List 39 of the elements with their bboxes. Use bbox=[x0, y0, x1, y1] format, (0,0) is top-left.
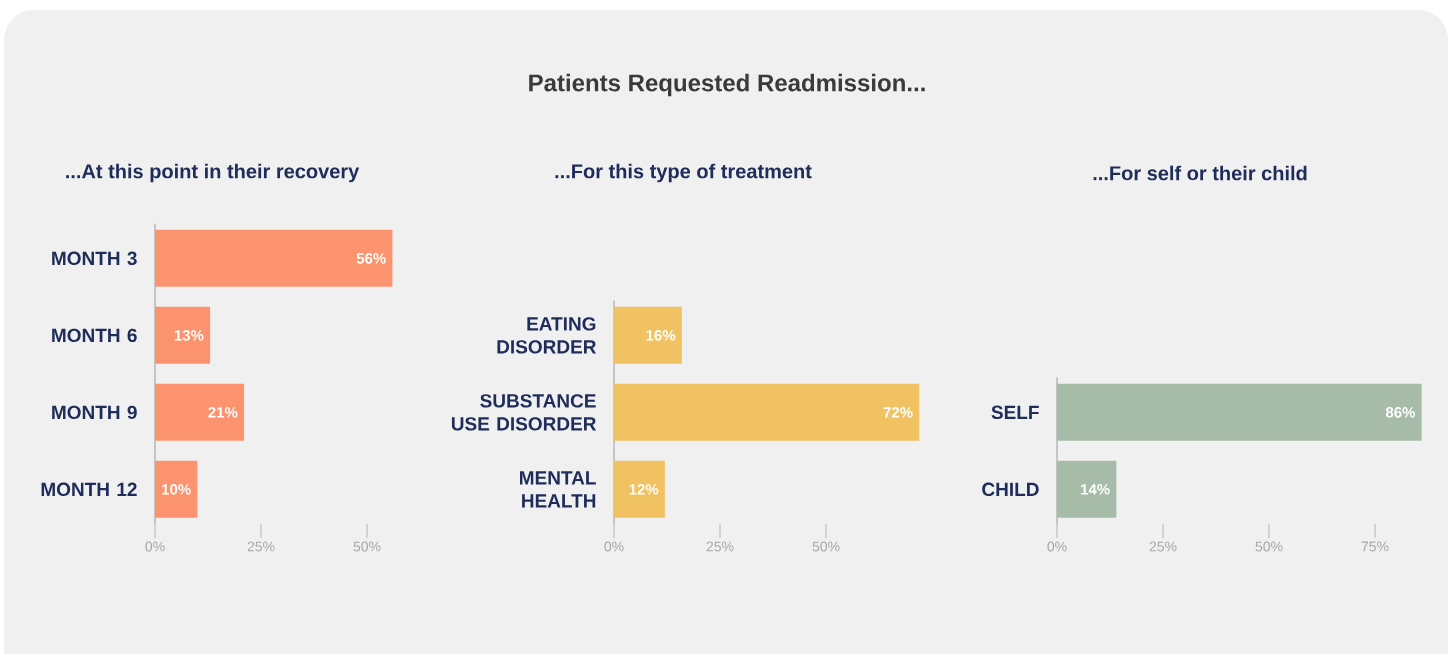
data-label: 14% bbox=[1081, 484, 1110, 495]
x-tick-label: 25% bbox=[706, 541, 734, 552]
x-tick-label: 50% bbox=[353, 541, 381, 552]
chart-subtitle: ...For this type of treatment bbox=[555, 163, 812, 183]
data-label: 10% bbox=[162, 484, 191, 495]
y-tick-label: MONTH 9 bbox=[52, 405, 137, 420]
chart-title: Patients Requested Readmission... bbox=[529, 73, 925, 97]
data-label: 72% bbox=[883, 407, 913, 418]
chart-subtitle: ...For self or their child bbox=[1093, 165, 1307, 181]
y-tick-label: SUBSTANCE USE DISORDER bbox=[451, 394, 597, 431]
x-tick-label: 25% bbox=[247, 541, 275, 552]
y-tick-label: MENTAL HEALTH bbox=[520, 471, 596, 508]
bar bbox=[614, 306, 682, 364]
x-tick-label: 50% bbox=[1255, 541, 1283, 552]
x-tick-label: 75% bbox=[1361, 541, 1389, 552]
bar bbox=[155, 460, 198, 518]
data-label: 16% bbox=[646, 330, 676, 341]
data-label: 21% bbox=[208, 407, 238, 418]
y-tick-label: MONTH 3 bbox=[52, 251, 137, 266]
x-tick-label: 0% bbox=[604, 541, 624, 552]
x-tick-label: 0% bbox=[145, 541, 165, 552]
y-tick-label: MONTH 12 bbox=[41, 482, 137, 497]
y-tick-label: EATING DISORDER bbox=[497, 317, 597, 354]
bar bbox=[614, 383, 920, 441]
y-tick-label: CHILD bbox=[982, 482, 1039, 497]
data-label: 56% bbox=[356, 253, 386, 264]
bar bbox=[614, 460, 665, 518]
y-tick-label: MONTH 6 bbox=[52, 328, 137, 343]
x-tick-label: 0% bbox=[1047, 541, 1067, 552]
bar bbox=[155, 229, 393, 287]
data-label: 13% bbox=[174, 330, 204, 341]
bar bbox=[155, 383, 245, 441]
bar bbox=[155, 306, 211, 364]
x-tick-label: 25% bbox=[1149, 541, 1177, 552]
chart-subtitle: ...At this point in their recovery bbox=[66, 163, 360, 183]
y-tick-label: SELF bbox=[991, 405, 1039, 420]
data-label: 86% bbox=[1385, 407, 1416, 418]
x-tick-label: 50% bbox=[812, 541, 840, 552]
data-label: 12% bbox=[629, 484, 659, 495]
